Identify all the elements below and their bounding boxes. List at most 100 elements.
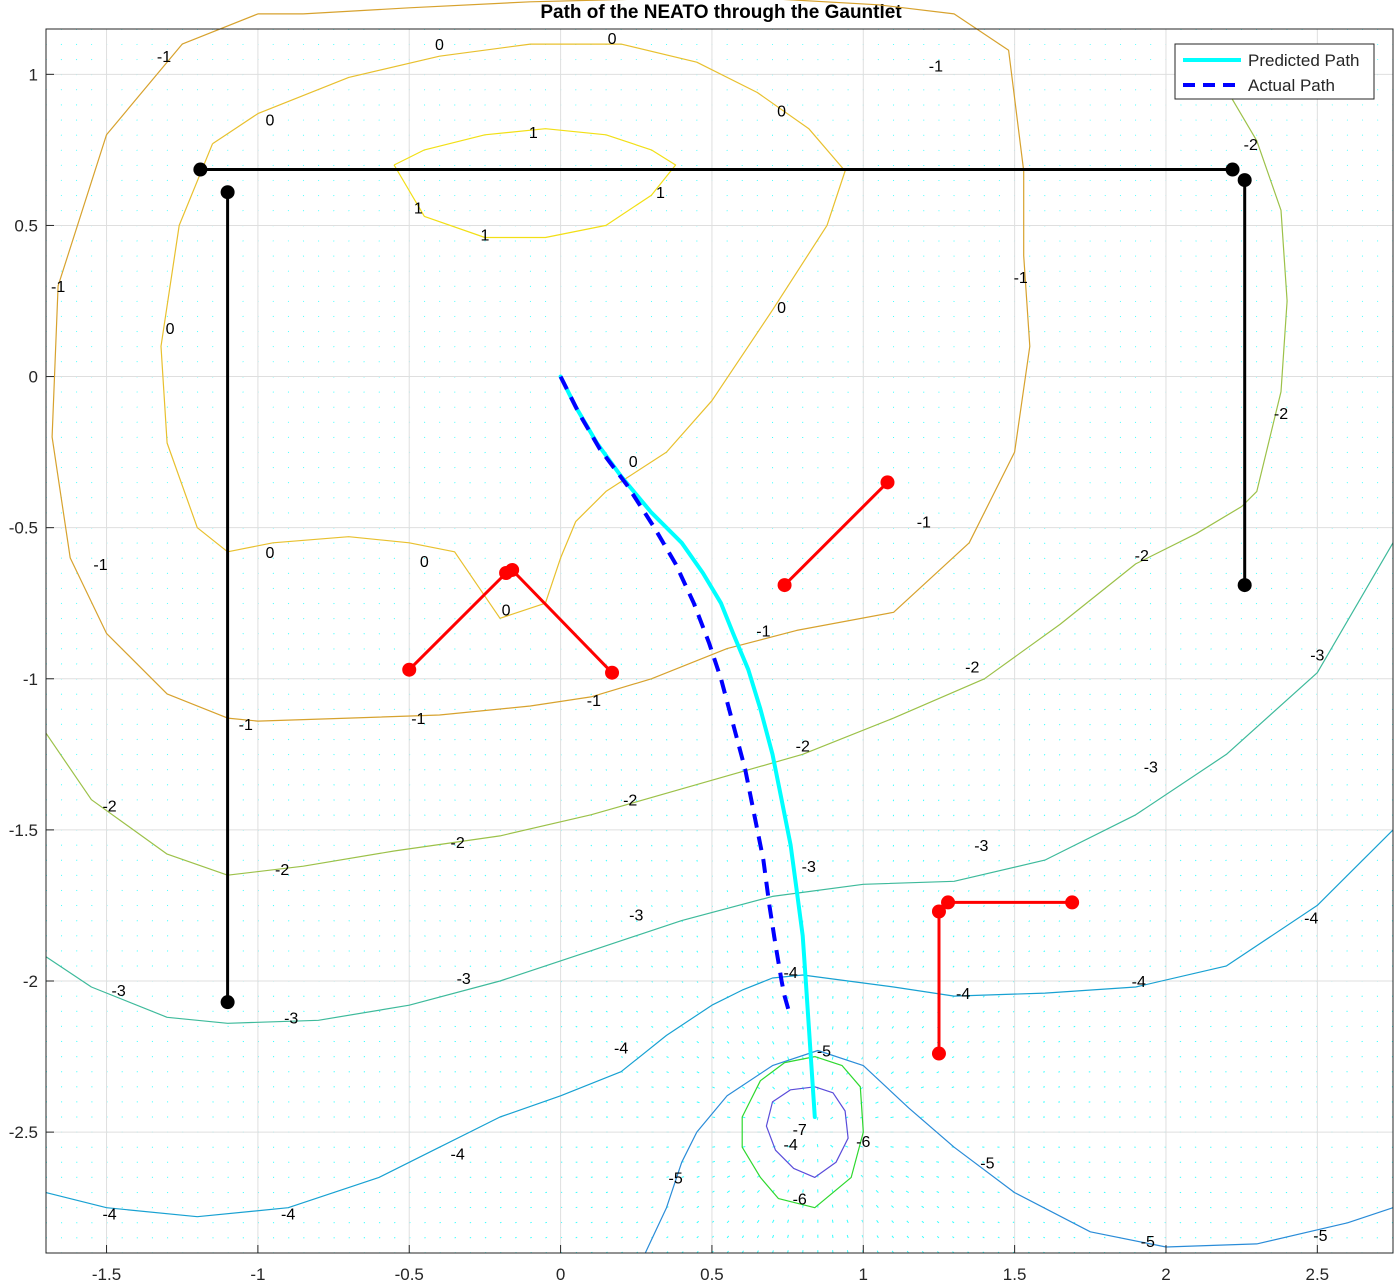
contour-label: -4 <box>102 1207 116 1224</box>
contour-line <box>51 0 1031 722</box>
contour-label: -4 <box>1132 974 1146 991</box>
obstacle-endpoint <box>941 895 956 910</box>
y-tick-label: -1 <box>23 670 38 689</box>
y-tick-label: -2 <box>23 972 38 991</box>
contour-line <box>393 128 677 239</box>
contour-label: -4 <box>956 986 970 1003</box>
grid-lines <box>46 29 1393 1253</box>
contour-label: 1 <box>656 185 665 202</box>
contour-label: 0 <box>266 113 275 130</box>
chart-title: Path of the NEATO through the Gauntlet <box>540 2 902 23</box>
x-tick-label: 0.5 <box>700 1265 724 1284</box>
contour-label: 0 <box>435 37 444 54</box>
contour-label: -5 <box>817 1044 831 1061</box>
walls <box>193 162 1252 1010</box>
y-tick-label: -0.5 <box>9 519 38 538</box>
contour-label: -2 <box>102 799 116 816</box>
contour-label: -2 <box>623 793 637 810</box>
legend-actual-label: Actual Path <box>1248 76 1335 95</box>
x-tick-label: -1 <box>250 1265 265 1284</box>
contour-label: -3 <box>457 971 471 988</box>
contour-label: -4 <box>614 1040 628 1057</box>
contour-label: 1 <box>414 200 423 217</box>
contour-label: -3 <box>1310 648 1324 665</box>
paths <box>558 374 817 1119</box>
contour-label: -2 <box>451 835 465 852</box>
contour-label: -4 <box>1304 911 1318 928</box>
contour-line <box>45 89 1288 876</box>
y-tick-label: 0 <box>29 368 38 387</box>
contour-label: 0 <box>420 554 429 571</box>
y-tick-label: 1 <box>29 65 38 84</box>
obstacle-endpoint <box>931 904 946 919</box>
contour-label: -1 <box>917 515 931 532</box>
x-tick-label: 0 <box>556 1265 565 1284</box>
obstacles <box>402 475 1080 1061</box>
x-tick-label: 2 <box>1161 1265 1170 1284</box>
contour-label: -5 <box>980 1155 994 1172</box>
wall-endpoint <box>193 162 208 177</box>
wall-endpoint <box>1225 162 1240 177</box>
obstacle-endpoint <box>402 662 417 677</box>
obstacle-endpoint <box>777 578 792 593</box>
contour-label: 0 <box>777 300 786 317</box>
y-tick-label: -1.5 <box>9 821 38 840</box>
contour-label: -5 <box>668 1170 682 1187</box>
contour-label: -7 <box>793 1122 807 1139</box>
contour-label: -3 <box>629 908 643 925</box>
contour-label: 0 <box>777 104 786 121</box>
contour-label: 0 <box>608 31 617 48</box>
wall-endpoint <box>220 185 235 200</box>
contour-line <box>765 1086 849 1179</box>
contour-label: -5 <box>1313 1228 1327 1245</box>
contour-label: 1 <box>529 125 538 142</box>
contour-label: -4 <box>784 1137 798 1154</box>
obstacle-segment <box>783 481 889 587</box>
contour-label: -1 <box>587 693 601 710</box>
plot-area-background <box>46 29 1393 1253</box>
contour-label: 0 <box>266 545 275 562</box>
contour-label: -2 <box>796 738 810 755</box>
contour-label: 0 <box>502 602 511 619</box>
x-tick-label: 1 <box>859 1265 868 1284</box>
contour-line <box>741 1056 864 1209</box>
contour-label: -2 <box>1135 548 1149 565</box>
y-tick-label: -2.5 <box>9 1123 38 1142</box>
contour-label: -1 <box>411 711 425 728</box>
contour-label: -2 <box>1244 137 1258 154</box>
contour-label: -1 <box>51 279 65 296</box>
contour-label: -3 <box>284 1010 298 1027</box>
obstacle-endpoint <box>605 665 620 680</box>
contour-label: -1 <box>929 58 943 75</box>
contour-label: -3 <box>802 859 816 876</box>
contour-labels: 1 1 1 1 0 0 0 0 0 0 0 0 0 0 -1 -1 -1 -1 -1 -1 -1 -1 -1 -1 -2 -2 -2… <box>51 31 1328 1251</box>
x-tick-label: -1.5 <box>92 1265 121 1284</box>
x-tick-label: 2.5 <box>1306 1265 1330 1284</box>
contour-label: 0 <box>166 321 175 338</box>
contour-line <box>45 542 1394 1024</box>
obstacle-endpoint <box>880 475 895 490</box>
contour-label: -3 <box>974 838 988 855</box>
obstacle-endpoint <box>1065 895 1080 910</box>
contour-label: -4 <box>784 965 798 982</box>
contour-label: -1 <box>93 557 107 574</box>
wall-endpoint <box>220 995 235 1010</box>
contour-line <box>644 1049 1394 1254</box>
legend-predicted-label: Predicted Path <box>1248 51 1360 70</box>
contour-label: -6 <box>856 1134 870 1151</box>
wall-endpoint <box>1237 173 1252 188</box>
contour-label: -1 <box>157 49 171 66</box>
contour-lines <box>45 0 1394 1254</box>
x-tick-label: -0.5 <box>395 1265 424 1284</box>
contour-label: -3 <box>1144 759 1158 776</box>
contour-label: -2 <box>275 862 289 879</box>
contour-label: -2 <box>965 660 979 677</box>
contour-label: -4 <box>281 1207 295 1224</box>
contour-label: -3 <box>112 983 126 1000</box>
contour-label: -5 <box>1141 1234 1155 1251</box>
contour-label: -1 <box>239 717 253 734</box>
plot-area-frame <box>45 28 1394 1254</box>
axis-ticks: -1.5 -1 -0.5 0 0.5 1 1.5 2 2.5 1 0.5 0 -0.5 -1 -1.5 -2 -… <box>9 65 1329 1284</box>
